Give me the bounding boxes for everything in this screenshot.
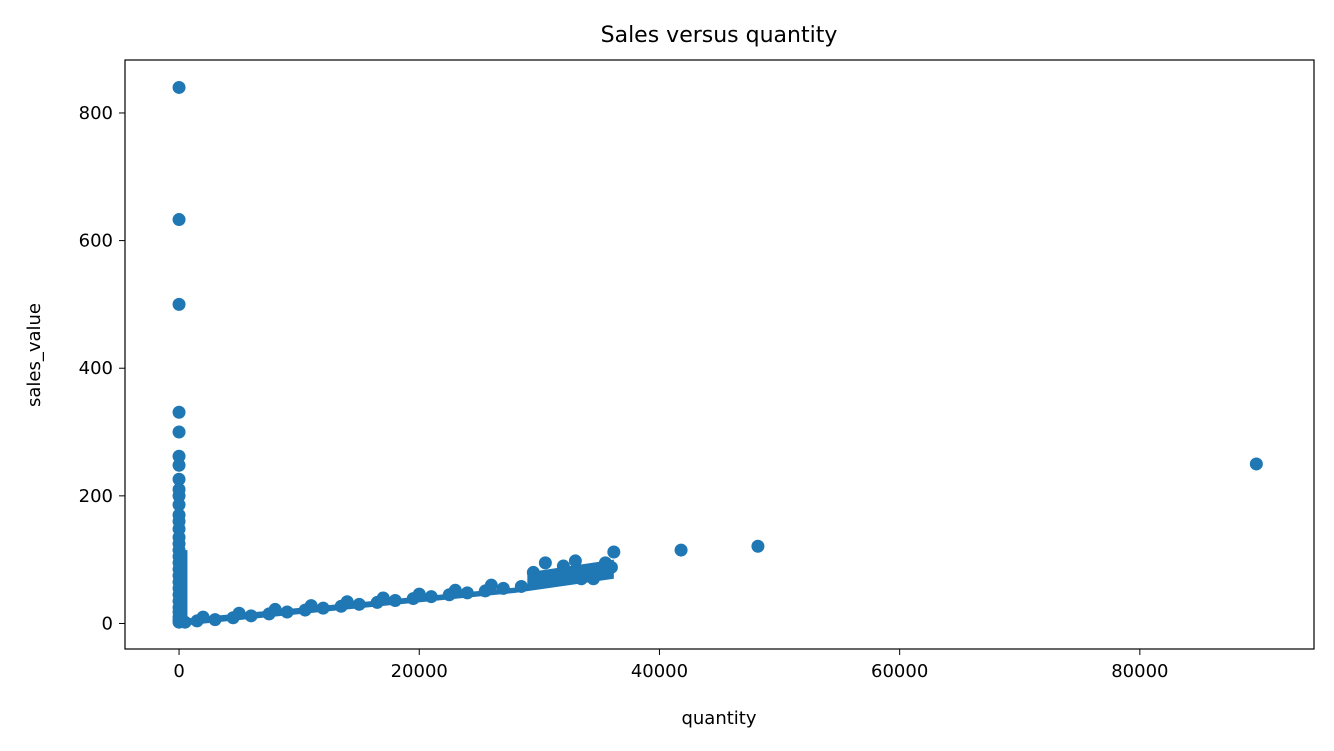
scatter-point (448, 583, 462, 597)
scatter-point (316, 601, 330, 615)
scatter-point (172, 297, 186, 311)
scatter-point (172, 405, 186, 419)
scatter-point (496, 581, 510, 595)
scatter-point (604, 560, 618, 574)
y-axis: 0 200 400 600 800 (79, 103, 125, 634)
scatter-point (484, 578, 498, 592)
scatter-point (595, 567, 609, 581)
scatter-point (544, 571, 558, 585)
x-axis: 0 20000 40000 60000 80000 (173, 649, 1168, 682)
scatter-point (178, 615, 192, 629)
scatter-point (172, 425, 186, 439)
plot-frame (124, 59, 1315, 650)
scatter-point (607, 545, 621, 559)
scatter-point (352, 597, 366, 611)
scatter-point (538, 556, 552, 570)
scatter-point (172, 80, 186, 94)
y-tick-label: 800 (79, 103, 113, 124)
scatter-point (280, 605, 294, 619)
scatter-point (514, 579, 528, 593)
x-tick-label: 40000 (631, 661, 688, 682)
scatter-point (172, 458, 186, 472)
scatter-point (196, 610, 210, 624)
scatter-point (172, 498, 186, 512)
scatter-point (751, 539, 765, 553)
x-tick-label: 0 (173, 661, 184, 682)
scatter-point (244, 609, 258, 623)
chart-title: Sales versus quantity (601, 23, 838, 48)
y-tick-label: 400 (79, 358, 113, 379)
scatter-point (172, 213, 186, 227)
scatter-point (172, 489, 186, 503)
scatter-point (532, 573, 546, 587)
scatter-point (424, 590, 438, 604)
scatter-point (568, 554, 582, 568)
y-tick-label: 600 (79, 231, 113, 252)
scatter-point (674, 543, 688, 557)
y-tick-label: 200 (79, 486, 113, 507)
scatter-point (574, 572, 588, 586)
scatter-point (268, 602, 282, 616)
scatter-point (460, 586, 474, 600)
scatter-point (556, 559, 570, 573)
scatter-point (562, 569, 576, 583)
scatter-point (304, 599, 318, 613)
scatter-point (232, 606, 246, 620)
x-tick-label: 60000 (871, 661, 928, 682)
x-axis-label: quantity (681, 708, 756, 729)
scatter-point (172, 472, 186, 486)
scatter-point (412, 587, 426, 601)
scatter-point (388, 594, 402, 608)
x-tick-label: 20000 (391, 661, 448, 682)
x-tick-label: 80000 (1111, 661, 1168, 682)
scatter-point (376, 591, 390, 605)
scatter-point (1249, 457, 1263, 471)
scatter-point (208, 613, 222, 627)
scatter-point (172, 449, 186, 463)
y-axis-label: sales_value (24, 303, 45, 407)
scatter-point (340, 595, 354, 609)
plot-area (172, 80, 1263, 629)
y-tick-label: 0 (102, 613, 113, 634)
